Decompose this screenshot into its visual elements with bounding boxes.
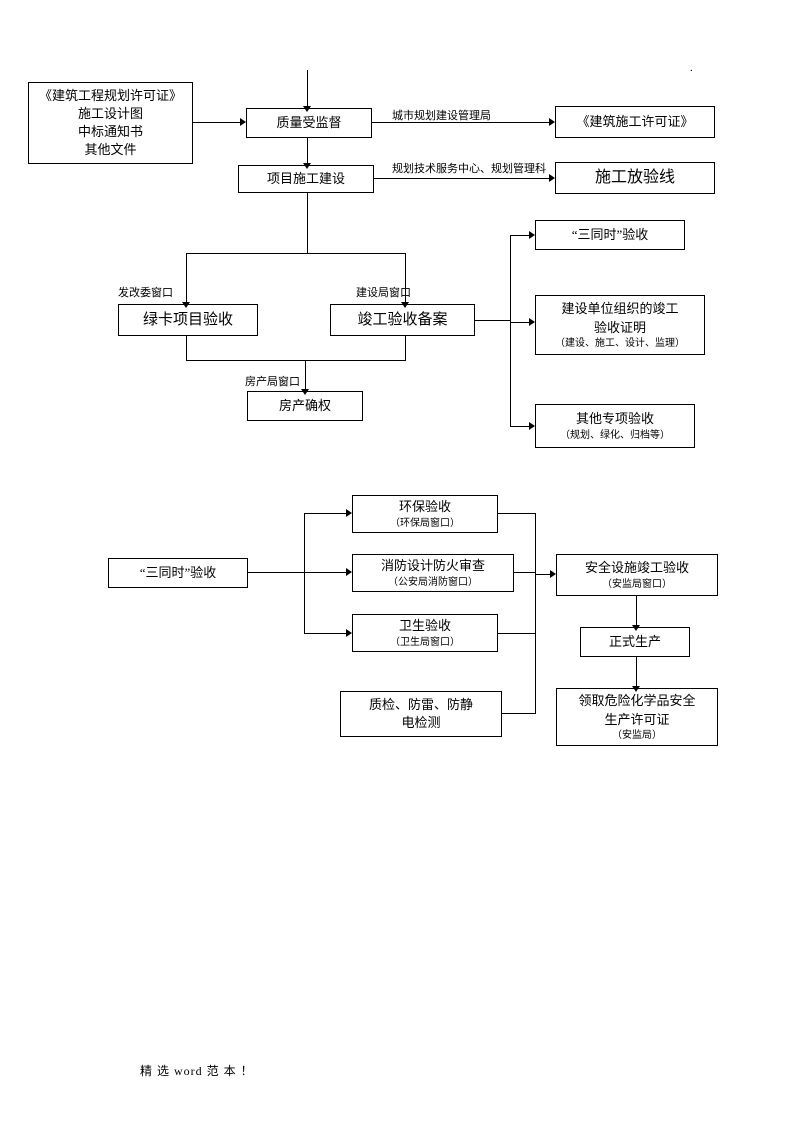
- node-quality-supervision: 质量受监督: [246, 108, 372, 138]
- t: 其他文件: [84, 141, 136, 159]
- node-permit-docs: 《建筑工程规划许可证》 施工设计图 中标通知书 其他文件: [28, 82, 193, 164]
- t: “三同时”验收: [572, 226, 649, 244]
- node-quality-inspect: 质检、防雷、防静 电检测: [340, 691, 502, 737]
- edge: [510, 235, 511, 426]
- t: 质检、防雷、防静: [369, 696, 473, 714]
- edge: [305, 360, 306, 389]
- t: （卫生局窗口）: [390, 636, 460, 649]
- t: 中标通知书: [78, 123, 143, 141]
- edge: [304, 513, 346, 514]
- edge: [405, 253, 406, 302]
- t: 消防设计防火审查: [381, 557, 485, 575]
- t: 生产许可证: [604, 711, 669, 729]
- edge: [510, 426, 529, 427]
- edge: [304, 572, 346, 573]
- t: 《建筑工程规划许可证》: [39, 87, 182, 105]
- t: 质量受监督: [276, 114, 341, 132]
- node-construction-permit: 《建筑施工许可证》: [555, 106, 715, 138]
- t: 安全设施竣工验收: [585, 559, 689, 577]
- edge: [307, 138, 308, 163]
- edge: [186, 360, 406, 361]
- edge: [475, 320, 510, 321]
- edge: [535, 513, 536, 714]
- edge: [307, 70, 308, 106]
- edge: [193, 122, 240, 123]
- edge: [510, 235, 529, 236]
- node-fire-review: 消防设计防火审查 （公安局消防窗口）: [352, 554, 514, 592]
- t: 环保验收: [399, 498, 451, 516]
- edge: [535, 574, 550, 575]
- edge: [405, 336, 406, 360]
- edge: [307, 193, 308, 253]
- node-other-special: 其他专项验收 （规划、绿化、归档等）: [535, 404, 695, 448]
- t: 竣工验收备案: [357, 310, 447, 331]
- label-jianshe: 建设局窗口: [356, 284, 411, 300]
- label-planning-tech: 规划技术服务中心、规划管理科: [392, 160, 546, 176]
- t: 验收证明: [594, 319, 646, 337]
- node-completion-cert: 建设单位组织的竣工 验收证明 （建设、施工、设计、监理）: [535, 295, 705, 355]
- node-santongshi-1: “三同时”验收: [535, 220, 685, 250]
- t: 项目施工建设: [267, 170, 345, 188]
- t: （安监局）: [612, 729, 662, 742]
- edge: [636, 596, 637, 625]
- label-fagaiwei: 发改委窗口: [118, 284, 173, 300]
- t: 电检测: [401, 714, 440, 732]
- edge: [186, 336, 187, 360]
- t: 正式生产: [609, 633, 661, 651]
- edge: [502, 713, 535, 714]
- node-production: 正式生产: [580, 627, 690, 657]
- t: 其他专项验收: [576, 410, 654, 428]
- node-safety-acceptance: 安全设施竣工验收 （安监局窗口）: [556, 554, 718, 596]
- edge: [636, 657, 637, 686]
- node-santongshi-2: “三同时”验收: [108, 558, 248, 588]
- label-fangchan: 房产局窗口: [245, 373, 300, 389]
- edge: [498, 513, 535, 514]
- t: （建设、施工、设计、监理）: [555, 337, 685, 350]
- t: “三同时”验收: [140, 564, 217, 582]
- dot-mark: .: [690, 62, 693, 74]
- t: 卫生验收: [399, 617, 451, 635]
- edge: [304, 633, 346, 634]
- edge: [248, 572, 304, 573]
- node-completion-filing: 竣工验收备案: [330, 304, 475, 336]
- edge: [510, 322, 529, 323]
- footer-text: 精 选 word 范 本 ！: [140, 1062, 254, 1079]
- edge: [374, 178, 549, 179]
- label-city-planning: 城市规划建设管理局: [392, 107, 491, 123]
- node-green-card-acceptance: 绿卡项目验收: [118, 304, 258, 336]
- t: 绿卡项目验收: [143, 310, 233, 331]
- t: （安监局窗口）: [602, 578, 672, 591]
- node-construction-layout: 施工放验线: [555, 162, 715, 194]
- edge: [372, 122, 549, 123]
- node-project-construction: 项目施工建设: [238, 165, 374, 193]
- t: 房产确权: [279, 397, 331, 415]
- node-hazchem-permit: 领取危险化学品安全 生产许可证 （安监局）: [556, 688, 718, 746]
- edge: [498, 633, 535, 634]
- t: 领取危险化学品安全: [578, 692, 695, 710]
- t: （规划、绿化、归档等）: [560, 429, 670, 442]
- edge: [304, 513, 305, 633]
- t: 施工放验线: [595, 167, 675, 189]
- t: （公安局消防窗口）: [388, 576, 478, 589]
- node-env-acceptance: 环保验收 （环保局窗口）: [352, 495, 498, 533]
- edge: [186, 253, 406, 254]
- edge: [514, 572, 535, 573]
- t: 《建筑施工许可证》: [576, 113, 693, 131]
- t: （环保局窗口）: [390, 517, 460, 530]
- t: 施工设计图: [78, 105, 143, 123]
- t: 建设单位组织的竣工: [561, 300, 678, 318]
- node-property-confirm: 房产确权: [247, 391, 363, 421]
- node-health-acceptance: 卫生验收 （卫生局窗口）: [352, 614, 498, 652]
- edge: [186, 253, 187, 302]
